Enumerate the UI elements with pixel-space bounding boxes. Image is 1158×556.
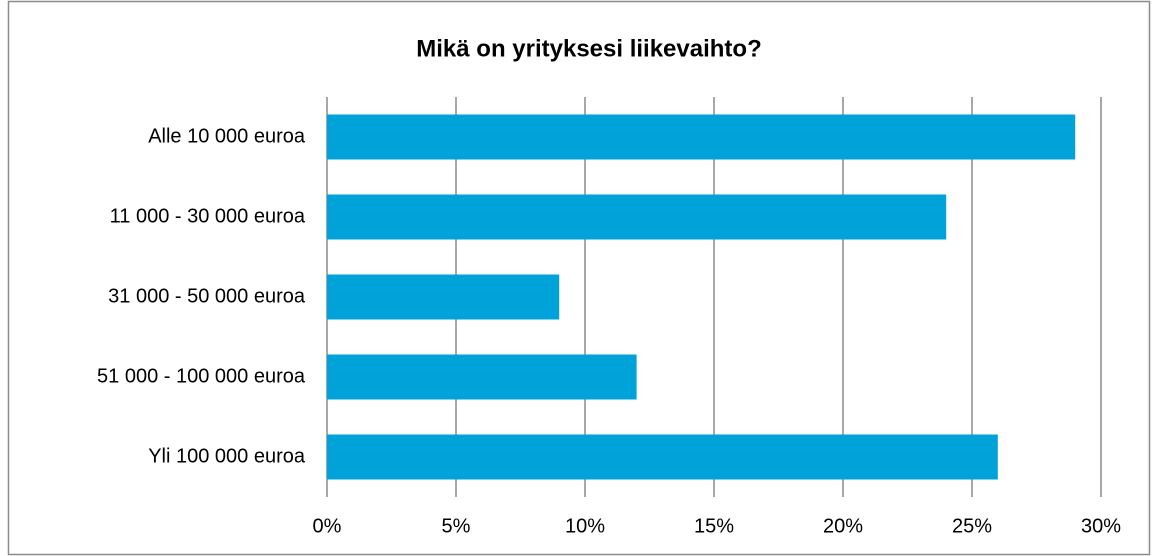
x-tick-label: 30% — [1081, 515, 1121, 537]
y-tick-label: Alle 10 000 euroa — [148, 125, 306, 147]
bar — [327, 354, 637, 400]
x-tick-label: 5% — [442, 515, 471, 537]
x-tick-label: 10% — [565, 515, 605, 537]
x-tick-label: 0% — [313, 515, 342, 537]
x-tick-label: 25% — [952, 515, 992, 537]
y-tick-label: 51 000 - 100 000 euroa — [97, 365, 306, 387]
y-tick-label: Yli 100 000 euroa — [148, 445, 306, 467]
y-tick-label: 11 000 - 30 000 euroa — [110, 205, 306, 227]
bar — [327, 274, 560, 320]
chart-title: Mikä on yrityksesi liikevaihto? — [416, 35, 761, 62]
x-tick-label: 20% — [823, 515, 863, 537]
y-tick-label: 31 000 - 50 000 euroa — [108, 285, 306, 307]
x-tick-label: 15% — [694, 515, 734, 537]
bar — [327, 114, 1076, 160]
bar — [327, 194, 947, 240]
bar — [327, 434, 998, 480]
